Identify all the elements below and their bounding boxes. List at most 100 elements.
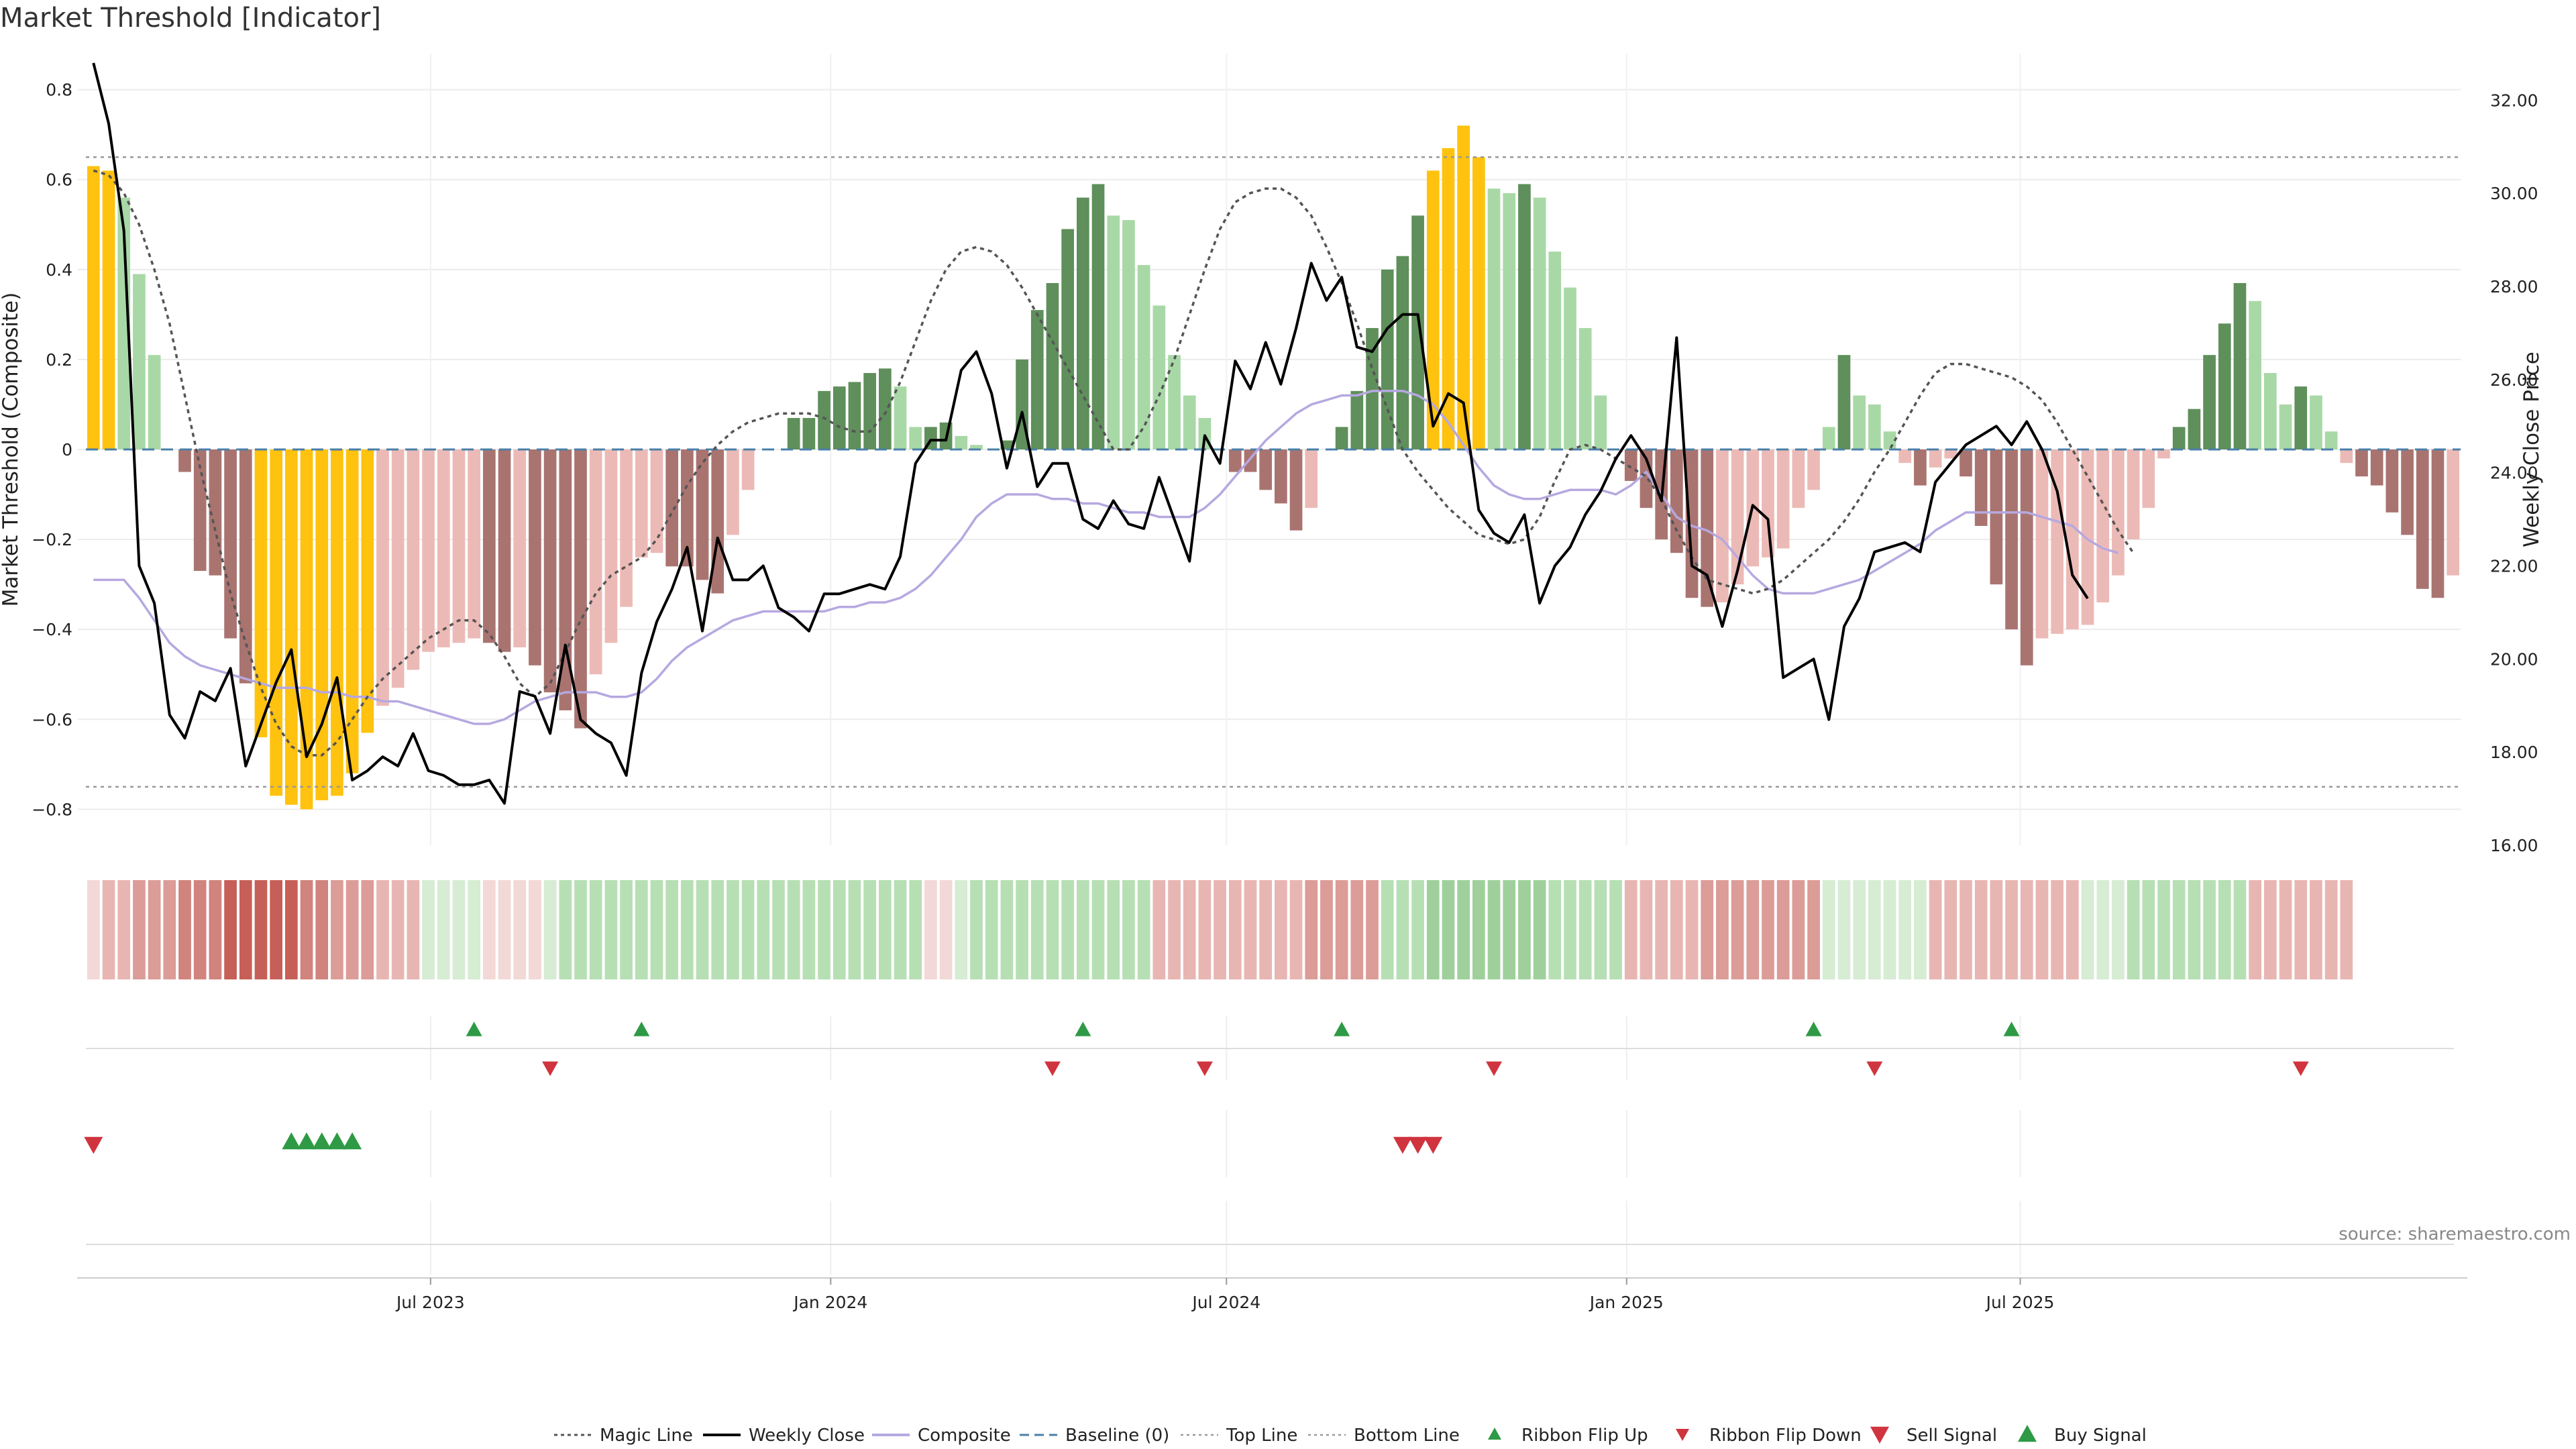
ribbon-flip-down-marker [542, 1061, 559, 1076]
composite-bar [1685, 449, 1699, 598]
composite-bar [407, 449, 420, 670]
composite-bar [1030, 310, 1044, 449]
ribbon-cell [1091, 880, 1105, 979]
composite-bar [452, 449, 466, 643]
ribbon-cell [1061, 880, 1074, 979]
ribbon-cell [620, 880, 633, 979]
y-tick-label: 0.8 [46, 80, 72, 100]
ribbon-cell [1350, 880, 1364, 979]
y-tick-label: −0.4 [32, 620, 72, 639]
composite-bar [239, 449, 252, 684]
composite-bar [879, 368, 892, 449]
ribbon-cell [2218, 880, 2231, 979]
composite-bar [543, 449, 557, 693]
composite-bar [1837, 355, 1851, 449]
buy-signal-marker [327, 1132, 347, 1150]
ribbon-cell [1533, 880, 1546, 979]
composite-bar [1564, 287, 1576, 449]
ribbon-cell [833, 880, 846, 979]
magic-line [93, 169, 2135, 757]
ribbon-cell [604, 880, 618, 979]
composite-bar [741, 449, 755, 490]
composite-bar [2020, 449, 2033, 665]
y-tick-label: 0 [62, 440, 72, 460]
composite-bar [2416, 449, 2429, 589]
ribbon-cell [589, 880, 602, 979]
composite-bar [1944, 449, 1957, 459]
y-tick-label: 0.6 [46, 170, 72, 190]
ribbon-cell [193, 880, 207, 979]
left-axis-label: Market Threshold (Composite) [0, 292, 23, 607]
ribbon-cell [727, 880, 739, 979]
ribbon-cell [376, 880, 389, 979]
composite-bar [2096, 449, 2110, 602]
composite-bar [2233, 282, 2247, 449]
ribbon-cell [1228, 880, 1242, 979]
ribbon-cell [1518, 880, 1531, 979]
composite-bar [2385, 449, 2399, 513]
composite-bar [2264, 373, 2277, 449]
x-tick-label: Jul 2024 [1191, 1293, 1260, 1312]
ribbon-cell [1381, 880, 1394, 979]
ribbon-cell [391, 880, 405, 979]
composite-bar [1503, 193, 1516, 449]
ribbon-cell [1883, 880, 1896, 979]
ribbon-cell [2172, 880, 2186, 979]
y2-tick-label: 20.00 [2490, 649, 2538, 669]
ribbon-cell [1990, 880, 2003, 979]
composite-bar [254, 449, 268, 738]
ribbon-cell [1457, 880, 1470, 979]
composite-bar [2294, 386, 2308, 449]
ribbon-cell [2005, 880, 2018, 979]
legend-label: Baseline (0) [1065, 1426, 1169, 1446]
composite-bar [1792, 449, 1805, 508]
y2-tick-label: 28.00 [2490, 277, 2538, 297]
composite-bar [1701, 449, 1714, 607]
composite-bar [1289, 449, 1303, 531]
ribbon-cell [2081, 880, 2094, 979]
composite-bar [178, 449, 191, 472]
composite-bar [2249, 301, 2261, 449]
composite-bar [1168, 355, 1181, 449]
composite-bar [87, 166, 100, 449]
ribbon-cell [529, 880, 541, 979]
composite-bar [285, 449, 298, 805]
ribbon-cell [2127, 880, 2140, 979]
ribbon-flip-down-marker [2292, 1061, 2309, 1076]
ribbon-cell [1000, 880, 1014, 979]
composite-bar [1107, 215, 1120, 449]
ribbon-cell [985, 880, 998, 979]
ribbon-cell [361, 880, 374, 979]
ribbon-cell [1183, 880, 1196, 979]
legend-label: Ribbon Flip Up [1521, 1426, 1648, 1446]
ribbon-cell [1731, 880, 1744, 979]
composite-bar [1578, 327, 1592, 449]
composite-bar [1898, 449, 1912, 464]
ribbon-cell [331, 880, 343, 979]
composite-bar [2203, 355, 2216, 449]
legend-label: Buy Signal [2054, 1426, 2147, 1446]
ribbon-cell [1564, 880, 1576, 979]
composite-bar [361, 449, 374, 733]
ribbon-cell [1152, 880, 1166, 979]
ribbon-cell [970, 880, 983, 979]
composite-bar [1442, 148, 1455, 449]
ribbon-cell [1640, 880, 1653, 979]
composite-bar [2066, 449, 2079, 630]
sell-signal-marker [84, 1136, 103, 1154]
composite-bar [2051, 449, 2063, 634]
ribbon-cell [818, 880, 830, 979]
x-tick-label: Jul 2025 [1985, 1293, 2055, 1312]
ribbon-cell [1046, 880, 1059, 979]
composite-bar [2157, 449, 2170, 459]
ribbon-cell [757, 880, 770, 979]
ribbon-cell [1275, 880, 1287, 979]
composite-bar [1990, 449, 2003, 585]
composite-bar [1411, 215, 1424, 449]
composite-bar [650, 449, 663, 553]
x-tick-label: Jul 2023 [395, 1293, 465, 1312]
composite-bar [1670, 449, 1683, 553]
ribbon-cell [2020, 880, 2033, 979]
y-tick-label: 0.4 [46, 260, 72, 280]
